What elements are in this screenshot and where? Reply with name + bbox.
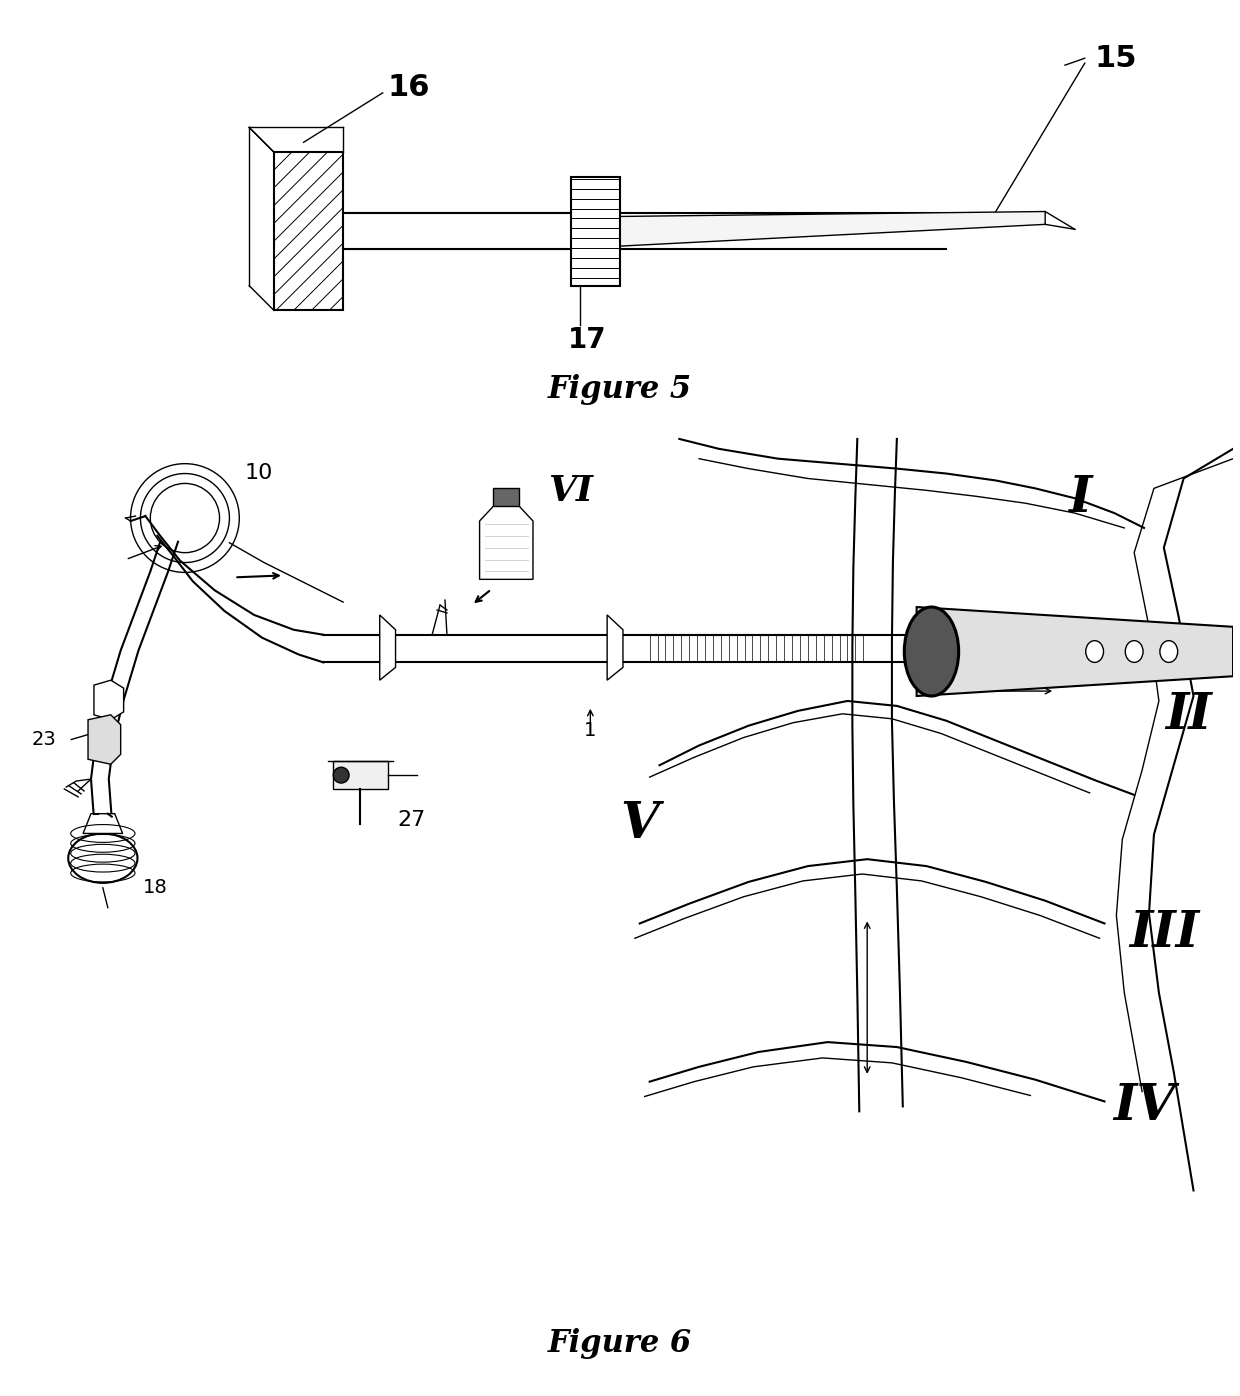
Text: Figure 6: Figure 6 — [548, 1328, 692, 1360]
Text: Figure 5: Figure 5 — [548, 374, 692, 405]
Text: III: III — [1128, 909, 1199, 958]
Polygon shape — [620, 212, 1045, 246]
Polygon shape — [94, 680, 124, 720]
Text: 1: 1 — [584, 722, 596, 740]
Polygon shape — [88, 715, 120, 764]
Text: II: II — [1166, 691, 1211, 740]
Ellipse shape — [1159, 641, 1178, 663]
Text: 23: 23 — [32, 730, 56, 750]
Polygon shape — [334, 761, 388, 789]
Polygon shape — [916, 607, 1233, 697]
Polygon shape — [608, 616, 622, 680]
Polygon shape — [494, 489, 520, 507]
Ellipse shape — [1086, 641, 1104, 663]
Text: VI: VI — [548, 475, 593, 508]
Polygon shape — [480, 507, 533, 579]
Text: V: V — [620, 800, 660, 849]
Polygon shape — [379, 616, 396, 680]
Text: 10: 10 — [244, 463, 273, 483]
Text: 18: 18 — [143, 878, 167, 898]
Ellipse shape — [68, 833, 138, 882]
Polygon shape — [83, 814, 123, 833]
Polygon shape — [274, 152, 343, 310]
Text: 27: 27 — [398, 810, 425, 829]
Text: 16: 16 — [388, 74, 430, 102]
Text: 17: 17 — [568, 327, 606, 355]
Polygon shape — [570, 177, 620, 286]
Text: IV: IV — [1114, 1082, 1176, 1131]
Ellipse shape — [904, 607, 959, 697]
Circle shape — [334, 768, 350, 783]
Ellipse shape — [1125, 641, 1143, 663]
Text: I: I — [1068, 473, 1091, 522]
Text: 15: 15 — [1095, 43, 1137, 73]
